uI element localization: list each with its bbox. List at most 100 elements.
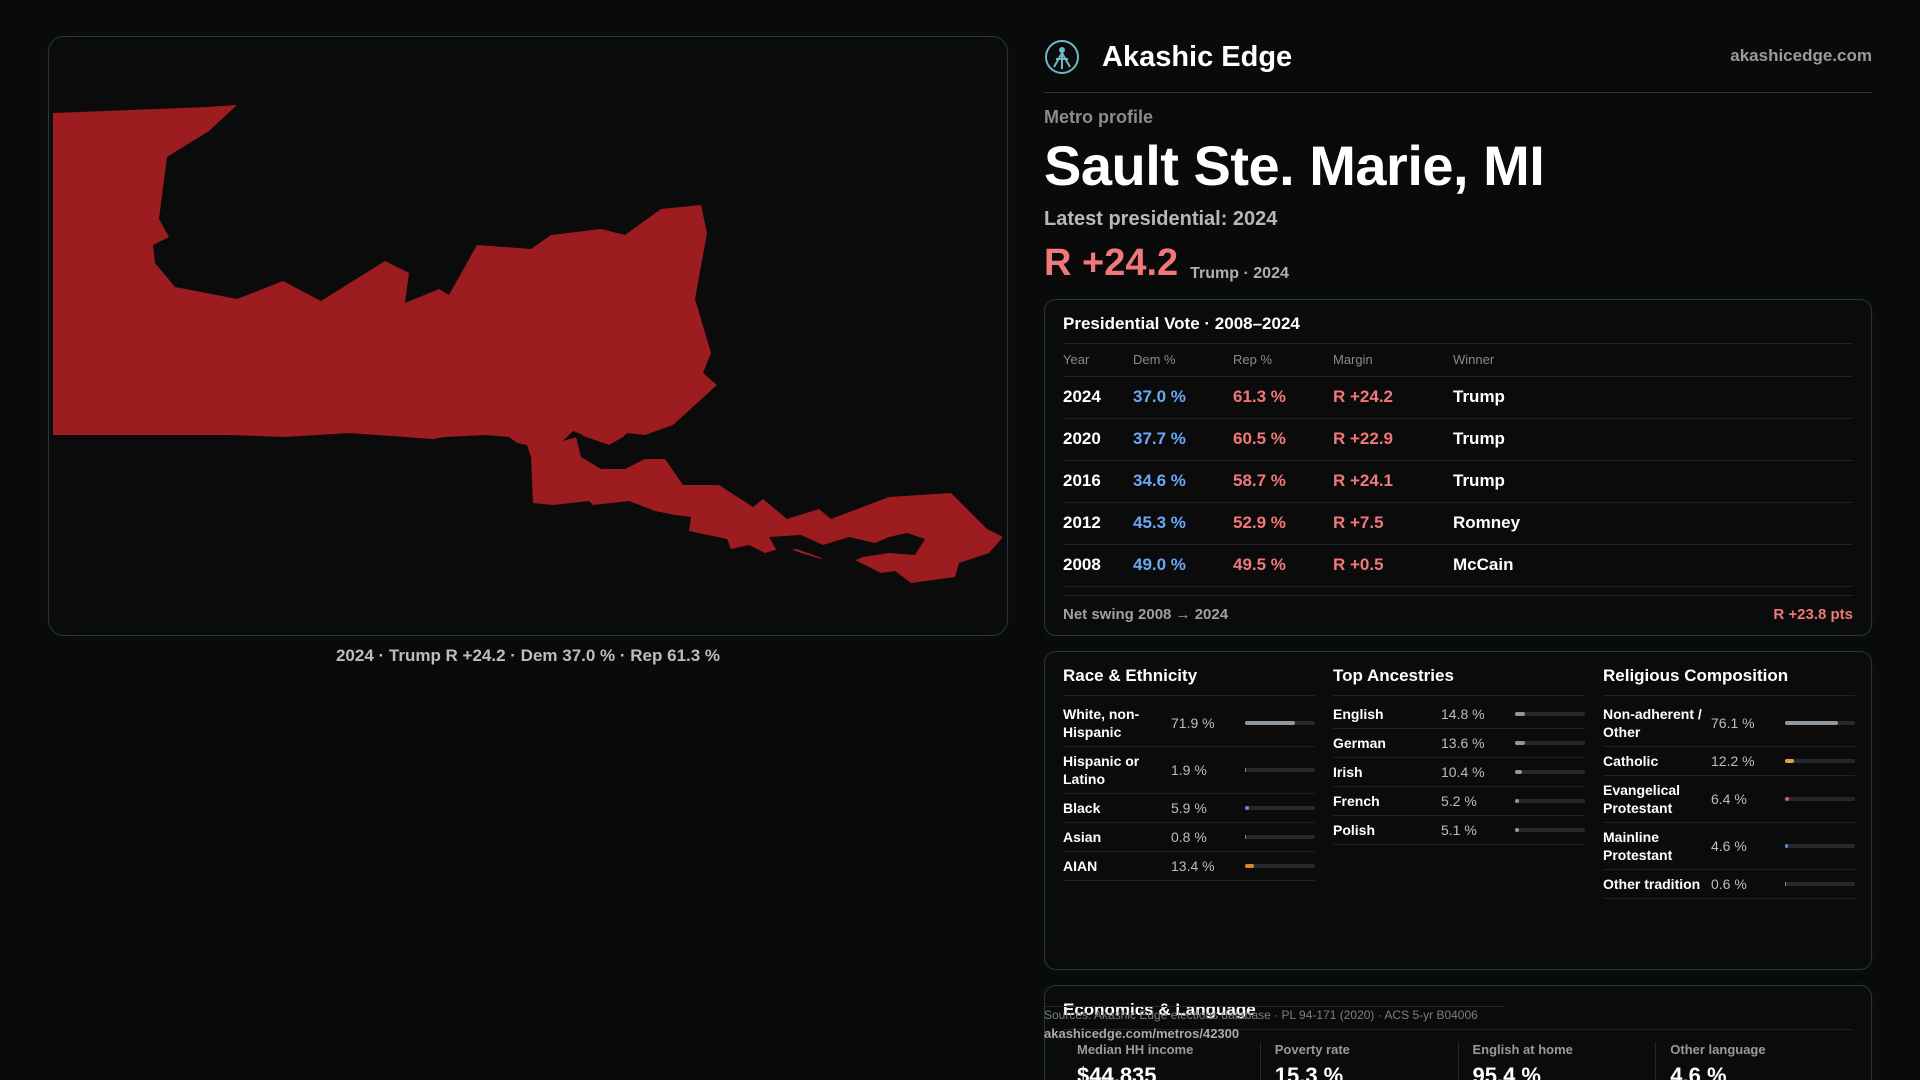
race-label: Asian [1063,829,1102,845]
religion-title: Religious Composition [1603,666,1855,696]
religion-value: 76.1 % [1711,715,1755,731]
row-year: 2024 [1063,376,1133,419]
headline-result: R +24.2 Trump · 2024 [1044,239,1872,285]
religion-bar-fill [1785,759,1794,763]
race-bar [1245,864,1315,868]
row-rep: 61.3 % [1233,376,1333,419]
table-row: 2020 37.7 % 60.5 % R +22.9 Trump [1063,418,1853,461]
header-year: Year [1063,344,1133,377]
list-item: Black 5.9 % [1063,794,1315,823]
list-item: Evangelical Protestant 6.4 % [1603,776,1855,823]
race-bar-fill [1245,721,1296,725]
religion-section: Religious Composition Non-adherent / Oth… [1603,666,1855,969]
religion-label: Non-adherent / Other [1603,706,1702,740]
religion-value: 0.6 % [1711,876,1747,892]
religion-bar-fill [1785,882,1786,886]
race-value: 5.9 % [1171,800,1207,816]
row-winner: Trump [1453,460,1853,503]
ancestry-bar [1515,741,1585,745]
water-gap [575,433,645,469]
ancestry-bar [1515,712,1585,716]
header-winner: Winner [1453,344,1853,377]
row-margin: R +7.5 [1333,502,1453,545]
header-margin: Margin [1333,344,1453,377]
row-year: 2020 [1063,418,1133,461]
row-year: 2016 [1063,460,1133,503]
demographics-card: Race & Ethnicity White, non-Hispanic 71.… [1044,651,1872,970]
header-dem: Dem % [1133,344,1233,377]
row-dem: 49.0 % [1133,544,1233,587]
race-bar-fill [1245,768,1247,772]
religion-bar-fill [1785,844,1789,848]
brand-url-link[interactable]: akashicedge.com [1730,46,1872,65]
econ-stat: Poverty rate 15.3 % [1261,1042,1459,1080]
religion-bar [1785,882,1855,886]
economics-title: Economics & Language [1063,1000,1853,1030]
race-value: 1.9 % [1171,762,1207,778]
list-item: Polish 5.1 % [1333,816,1585,845]
row-margin: R +24.1 [1333,460,1453,503]
race-label: Hispanic or Latino [1063,753,1140,787]
race-bar [1245,768,1315,772]
religion-bar [1785,844,1855,848]
row-margin: R +0.5 [1333,544,1453,587]
sources-note: Sources: Akashic Edge elections database… [1044,1006,1504,1023]
race-value: 0.8 % [1171,829,1207,845]
econ-stat-label: Median HH income [1077,1042,1194,1057]
race-bar [1245,835,1315,839]
net-swing-label: Net swing 2008 → 2024 [1063,605,1229,623]
race-label: Black [1063,800,1101,816]
econ-stat-label: English at home [1472,1042,1573,1057]
race-value: 13.4 % [1171,858,1215,874]
ancestry-label: English [1333,706,1384,722]
ancestry-bar-fill [1515,828,1519,832]
list-item: Non-adherent / Other 76.1 % [1603,700,1855,747]
list-item: AIAN 13.4 % [1063,852,1315,881]
headline-winner-year: Trump · 2024 [1190,265,1289,282]
row-dem: 45.3 % [1133,502,1233,545]
akashic-logo-icon [1045,40,1079,74]
ancestry-value: 10.4 % [1441,764,1485,780]
ancestry-label: French [1333,793,1380,809]
row-rep: 60.5 % [1233,418,1333,461]
county-shape[interactable] [53,105,1003,583]
econ-stat-label: Other language [1670,1042,1766,1057]
table-row: 2016 34.6 % 58.7 % R +24.1 Trump [1063,460,1853,503]
religion-value: 4.6 % [1711,838,1747,854]
religion-value: 12.2 % [1711,753,1755,769]
metro-map[interactable] [48,36,1008,636]
island-gaps [769,533,925,567]
row-dem: 37.0 % [1133,376,1233,419]
headline-margin: R +24.2 [1044,242,1179,284]
list-item: Catholic 12.2 % [1603,747,1855,776]
ancestry-bar [1515,770,1585,774]
list-item: Irish 10.4 % [1333,758,1585,787]
econ-stat-value: $44,835 [1077,1063,1157,1080]
metro-map-shape [53,105,1003,583]
economics-card: Economics & Language Median HH income $4… [1044,985,1872,1080]
row-rep: 49.5 % [1233,544,1333,587]
header-divider [1044,92,1872,93]
footer-url-link[interactable]: akashicedge.com/metros/42300 [1044,1026,1240,1041]
row-year: 2008 [1063,544,1133,587]
list-item: French 5.2 % [1333,787,1585,816]
table-row: 2012 45.3 % 52.9 % R +7.5 Romney [1063,502,1853,545]
vote-table-header: Year Dem % Rep % Margin Winner [1063,344,1853,377]
row-winner: Trump [1453,376,1853,419]
religion-label: Evangelical Protestant [1603,782,1681,816]
religion-bar-fill [1785,797,1790,801]
row-year: 2012 [1063,502,1133,545]
ancestry-value: 14.8 % [1441,706,1485,722]
economics-grid: Median HH income $44,835 Poverty rate 15… [1063,1042,1853,1080]
religion-bar [1785,797,1855,801]
econ-stat-value: 4.6 % [1670,1063,1727,1080]
religion-label: Other tradition [1603,876,1701,892]
latest-presidential-label: Latest presidential: 2024 [1044,208,1278,230]
econ-stat: English at home 95.4 % [1459,1042,1657,1080]
race-bar [1245,721,1315,725]
profile-panel: Akashic Edge akashicedge.com Metro profi… [1044,36,1872,285]
row-rep: 58.7 % [1233,460,1333,503]
ancestry-bar [1515,828,1585,832]
list-item: Hispanic or Latino 1.9 % [1063,747,1315,794]
econ-stat-label: Poverty rate [1274,1042,1350,1057]
